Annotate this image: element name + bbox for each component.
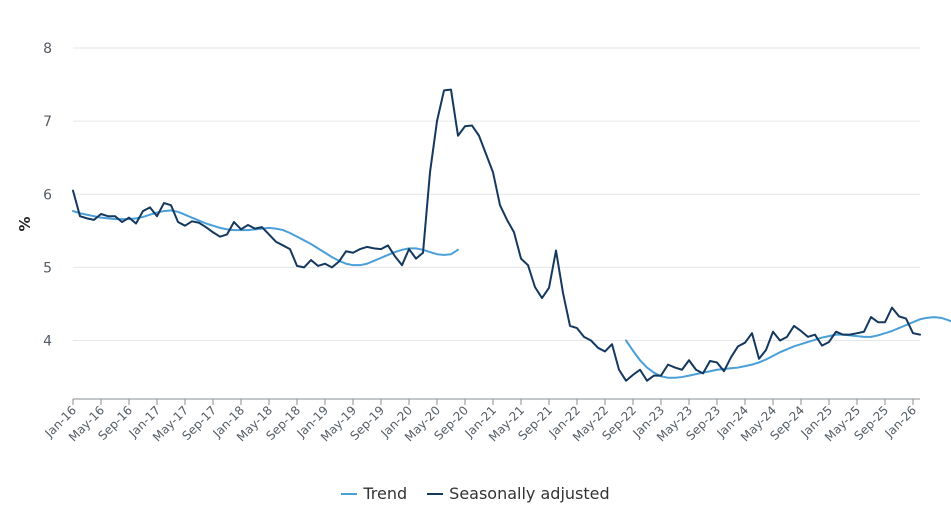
legend-label-seasonally-adjusted: Seasonally adjusted: [449, 484, 610, 503]
legend-swatch-trend: [341, 492, 358, 495]
legend-label-trend: Trend: [363, 484, 408, 503]
series-line-trend: [72, 209, 951, 379]
legend: Trend Seasonally adjusted: [0, 484, 951, 503]
legend-swatch-seasonally-adjusted: [427, 492, 444, 495]
series-line-seasonally-adjusted: [72, 88, 921, 382]
x-tick-label: Jan-26: [882, 403, 920, 441]
y-axis-ticks: 4 5 6 7 8: [43, 41, 52, 350]
y-tick-label: 5: [43, 260, 52, 276]
y-tick-label: 7: [43, 114, 52, 130]
y-tick-label: 8: [43, 41, 52, 57]
x-axis: Jan-16May-16Sep-16Jan-17May-17Sep-17Jan-…: [42, 398, 920, 444]
legend-item-seasonally-adjusted[interactable]: Seasonally adjusted: [427, 484, 610, 503]
y-axis-label: %: [16, 216, 34, 231]
gridlines: [73, 47, 920, 341]
legend-item-trend[interactable]: Trend: [341, 484, 407, 503]
y-tick-label: 6: [43, 187, 52, 203]
line-chart: 4 5 6 7 8 Jan-16May-16Sep-16Jan-17May-17Sep-…: [16, 41, 951, 444]
series-layer: [72, 88, 951, 382]
y-tick-label: 4: [43, 334, 52, 350]
